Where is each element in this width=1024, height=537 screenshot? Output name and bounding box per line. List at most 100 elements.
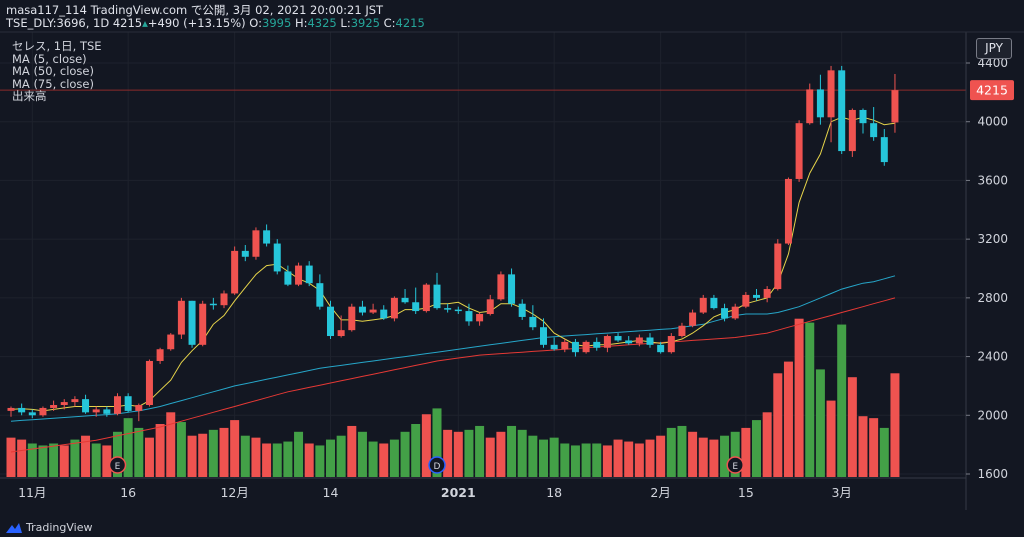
volume-bar — [485, 437, 495, 477]
candle-body — [593, 341, 601, 348]
event-marker-circle — [108, 456, 127, 474]
x-tick-label: 12月 — [220, 485, 248, 500]
candle-body — [550, 344, 558, 350]
volume-bar — [379, 443, 389, 477]
candle-body — [273, 243, 281, 272]
candle-body — [571, 341, 579, 353]
candle — [124, 393, 132, 413]
candle — [508, 268, 516, 307]
volume-bar — [741, 427, 751, 477]
candle-body — [880, 137, 888, 163]
candle — [784, 177, 792, 246]
candle-body — [646, 337, 654, 345]
volume-bar — [709, 439, 719, 477]
legend-volume[interactable]: 出来高 — [12, 89, 47, 103]
candle-body — [721, 308, 729, 319]
volume-bar — [315, 445, 325, 477]
volume-bar — [879, 427, 889, 477]
indicator-legend: セレス, 1日, TSE MA (5, close) MA (50, close… — [12, 40, 102, 103]
volume-bar — [38, 445, 48, 477]
x-tick-label: 15 — [738, 485, 754, 500]
candle — [603, 334, 611, 353]
candle — [145, 359, 153, 407]
candle-body — [625, 340, 633, 344]
candle — [689, 309, 697, 328]
legend-title[interactable]: セレス, 1日, TSE — [12, 39, 102, 53]
candle — [699, 294, 707, 315]
candle — [571, 338, 579, 357]
candle-body — [71, 399, 79, 403]
volume-bar — [219, 427, 229, 477]
candle-body — [806, 89, 814, 124]
candle-body — [635, 337, 643, 344]
candle — [795, 120, 803, 182]
candle — [540, 318, 547, 348]
candle-body — [103, 409, 111, 414]
volume-bar — [762, 412, 772, 477]
volume-bar — [677, 425, 687, 477]
candle — [646, 333, 654, 348]
candle-body — [241, 250, 249, 257]
candle — [625, 336, 633, 345]
y-tick-label: 1600 — [977, 467, 1008, 481]
volume-bar — [720, 435, 730, 477]
volume-bar — [507, 425, 517, 477]
volume-bar — [613, 439, 623, 477]
candle — [337, 315, 345, 338]
candle — [561, 338, 569, 353]
candle — [295, 262, 303, 287]
candle-body — [305, 265, 313, 284]
candle — [199, 300, 207, 347]
y-tick-label: 2400 — [977, 350, 1008, 364]
candle-body — [667, 336, 675, 353]
candle-body — [731, 306, 739, 319]
volume-bar — [656, 435, 666, 477]
candle-body — [795, 123, 803, 179]
candle-body — [358, 306, 366, 313]
candle — [529, 305, 537, 331]
open-value: 3995 — [262, 16, 292, 30]
candle — [657, 341, 665, 354]
candle-body — [486, 299, 494, 315]
candle-body — [763, 289, 771, 298]
candle — [454, 306, 462, 315]
candle — [891, 74, 899, 133]
candle-body — [678, 325, 686, 337]
candle — [816, 74, 824, 125]
candle — [39, 406, 47, 417]
candle — [497, 271, 505, 301]
legend-ma75[interactable]: MA (75, close) — [12, 76, 94, 91]
candle-body — [145, 360, 153, 406]
candle-body — [92, 409, 100, 413]
candle-series — [7, 65, 899, 422]
candle — [433, 272, 441, 310]
candle — [486, 294, 494, 316]
event-marker-label: E — [732, 462, 738, 472]
candle — [188, 300, 196, 348]
candle — [848, 108, 856, 157]
ma75-series — [10, 297, 896, 453]
candle-body — [497, 274, 505, 300]
volume-bar — [432, 408, 442, 477]
tradingview-logo-icon — [6, 522, 22, 533]
candle-body — [465, 311, 473, 322]
volume-bar — [187, 435, 197, 477]
candle-body — [167, 334, 175, 350]
candle — [444, 303, 452, 313]
candle-body — [188, 300, 196, 345]
legend-ma5[interactable]: MA (5, close) — [12, 51, 87, 66]
volume-bar — [123, 418, 133, 477]
candle-body — [401, 297, 409, 303]
candle — [635, 334, 643, 347]
close-value: 4215 — [395, 16, 425, 30]
last-price-box — [970, 80, 1014, 101]
currency-button[interactable]: JPY — [976, 38, 1012, 59]
x-axis-ticks: 11月 16 12月 14 2021 18 2月 15 3月 — [18, 485, 852, 500]
candle-body — [859, 109, 867, 124]
x-tick-label: 18 — [546, 485, 562, 500]
volume-bar — [368, 441, 378, 477]
legend-ma50[interactable]: MA (50, close) — [12, 64, 94, 78]
volume-bar — [837, 324, 847, 477]
tradingview-brand[interactable]: TradingView — [6, 521, 92, 534]
